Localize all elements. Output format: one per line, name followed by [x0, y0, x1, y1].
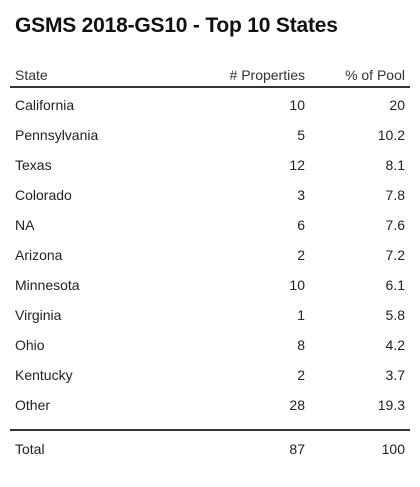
cell-pct: 7.2 — [385, 247, 405, 263]
table-spacer — [10, 421, 410, 429]
cell-properties: 10 — [289, 277, 305, 293]
table-row: Ohio 8 4.2 — [10, 331, 410, 361]
cell-properties: 8 — [297, 337, 305, 353]
cell-pct: 8.1 — [385, 157, 405, 173]
cell-pct: 5.8 — [385, 307, 405, 323]
cell-properties: 5 — [297, 127, 305, 143]
states-table: State # Properties % of Pool California … — [10, 62, 410, 465]
table-header-row: State # Properties % of Pool — [10, 62, 410, 88]
cell-state: Kentucky — [15, 367, 73, 383]
table-row: Arizona 2 7.2 — [10, 241, 410, 271]
table-row: Virginia 1 5.8 — [10, 301, 410, 331]
table-row: Texas 12 8.1 — [10, 151, 410, 181]
header-pct-of-pool: % of Pool — [345, 67, 405, 83]
cell-properties: 3 — [297, 187, 305, 203]
cell-properties: 2 — [297, 367, 305, 383]
cell-state: Colorado — [15, 187, 72, 203]
table-row: California 10 20 — [10, 91, 410, 121]
table-row: Pennsylvania 5 10.2 — [10, 121, 410, 151]
cell-state: NA — [15, 217, 35, 233]
table-row: NA 6 7.6 — [10, 211, 410, 241]
cell-properties: 28 — [289, 397, 305, 413]
cell-pct: 20 — [389, 97, 405, 113]
header-properties: # Properties — [229, 67, 305, 83]
cell-state: Arizona — [15, 247, 63, 263]
table-total-row: Total 87 100 — [10, 435, 410, 465]
cell-properties: 2 — [297, 247, 305, 263]
cell-state: Other — [15, 397, 51, 413]
total-properties: 87 — [289, 441, 305, 457]
cell-state: Ohio — [15, 337, 45, 353]
chart-title: GSMS 2018-GS10 - Top 10 States — [15, 14, 338, 37]
table-row: Colorado 3 7.8 — [10, 181, 410, 211]
cell-properties: 12 — [289, 157, 305, 173]
table-row: Other 28 19.3 — [10, 391, 410, 421]
cell-pct: 10.2 — [377, 127, 405, 143]
cell-pct: 19.3 — [377, 397, 405, 413]
table-row: Minnesota 10 6.1 — [10, 271, 410, 301]
total-divider — [10, 429, 410, 431]
cell-pct: 7.6 — [385, 217, 405, 233]
cell-pct: 3.7 — [385, 367, 405, 383]
total-label: Total — [15, 441, 45, 457]
table-body: California 10 20 Pennsylvania 5 10.2 Tex… — [10, 88, 410, 421]
cell-pct: 6.1 — [385, 277, 405, 293]
cell-state: Pennsylvania — [15, 127, 99, 143]
cell-state: California — [15, 97, 75, 113]
cell-state: Minnesota — [15, 277, 80, 293]
cell-properties: 1 — [297, 307, 305, 323]
total-pct: 100 — [381, 441, 405, 457]
cell-properties: 6 — [297, 217, 305, 233]
cell-pct: 7.8 — [385, 187, 405, 203]
cell-state: Virginia — [15, 307, 62, 323]
table-row: Kentucky 2 3.7 — [10, 361, 410, 391]
cell-pct: 4.2 — [385, 337, 405, 353]
header-state: State — [15, 67, 48, 83]
cell-state: Texas — [15, 157, 52, 173]
cell-properties: 10 — [289, 97, 305, 113]
